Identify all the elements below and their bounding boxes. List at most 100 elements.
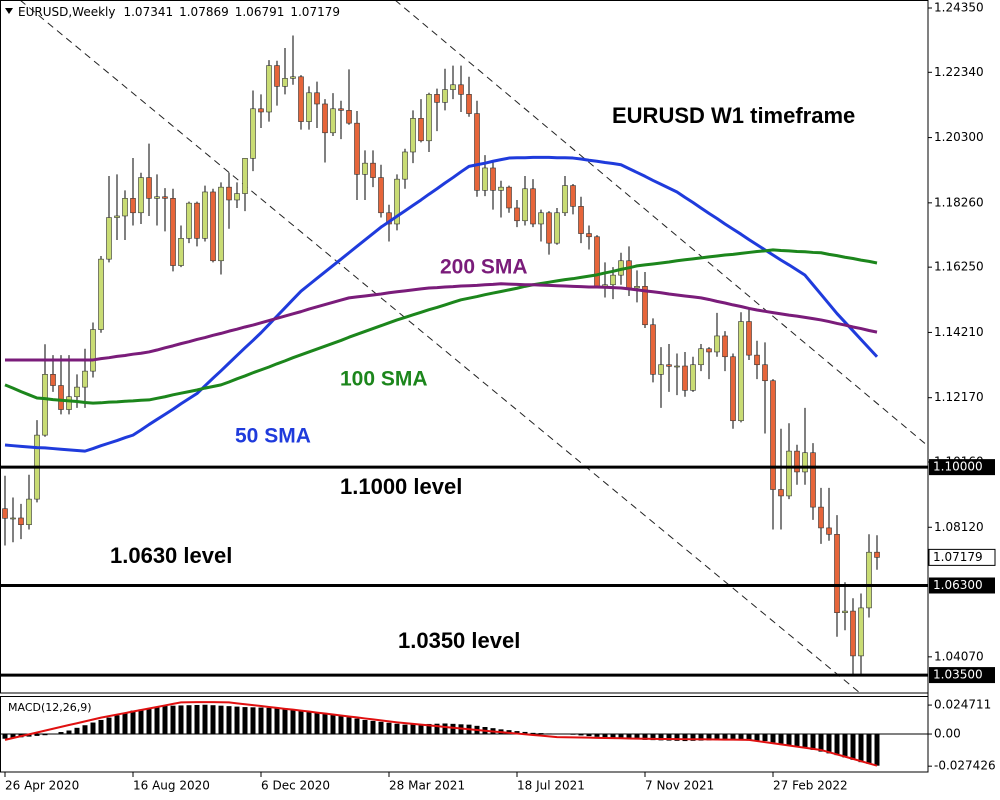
candle-body <box>802 452 808 473</box>
macd-bar <box>594 734 600 737</box>
y-tick-label: 1.24350 <box>934 0 984 14</box>
macd-bar <box>202 704 208 735</box>
candle-body <box>354 122 360 175</box>
candle-body <box>394 178 400 225</box>
macd-bar <box>50 733 56 735</box>
candle-body <box>146 177 152 199</box>
macd-bar <box>154 707 160 735</box>
candle-body <box>362 162 368 175</box>
macd-bar <box>586 734 592 737</box>
candle-body <box>842 610 848 613</box>
macd-bar <box>450 723 456 735</box>
macd-tick-label: 0.00 <box>934 727 961 741</box>
x-tick-label: 28 Mar 2021 <box>389 779 465 793</box>
macd-plot <box>0 701 928 767</box>
candle-body <box>98 258 104 330</box>
candle-body <box>346 110 352 124</box>
header: EURUSD,Weekly 1.07341 1.07869 1.06791 1.0717… <box>18 5 340 19</box>
candle-body <box>434 94 440 103</box>
candle-body <box>210 191 216 262</box>
macd-bar <box>42 734 48 736</box>
candle-body <box>322 103 328 134</box>
candle-body <box>482 167 488 191</box>
macd-bar <box>394 723 400 735</box>
candle-body <box>138 177 144 214</box>
macd-bar <box>362 719 368 735</box>
price-plot <box>0 35 928 677</box>
macd-bar <box>770 734 776 743</box>
candle-body <box>490 167 496 191</box>
macd-bar <box>714 734 720 741</box>
candle-body <box>90 329 96 372</box>
macd-bar <box>370 720 376 735</box>
candle-body <box>818 506 824 529</box>
y-tick-label: 1.08120 <box>934 520 984 534</box>
macd-bar <box>186 705 192 735</box>
macd-bar <box>298 710 304 735</box>
candle-body <box>578 206 584 234</box>
candle-body <box>234 193 240 201</box>
candle-body <box>474 113 480 191</box>
low: 1.06791 <box>235 5 285 19</box>
menu-arrow[interactable] <box>5 8 13 14</box>
candle-body <box>706 348 712 353</box>
candle-body <box>298 76 304 122</box>
macd-bar <box>34 734 40 736</box>
macd-bar <box>834 734 840 756</box>
y-tick-label: 1.20300 <box>934 130 984 144</box>
candle-body <box>786 450 792 497</box>
macd-bar <box>570 734 576 735</box>
level-marker <box>929 667 995 684</box>
macd-bar <box>754 734 760 741</box>
macd-bar <box>226 706 232 735</box>
macd-bar <box>306 711 312 735</box>
macd-bar <box>850 734 856 760</box>
macd-bar <box>762 734 768 742</box>
candle-body <box>754 354 760 366</box>
macd-bar <box>98 719 104 735</box>
macd-bar <box>170 705 176 735</box>
candle-body <box>826 527 832 535</box>
channel-upper <box>394 0 928 447</box>
macd-bar <box>282 708 288 735</box>
macd-frame <box>0 696 929 773</box>
macd-bar <box>666 734 672 741</box>
candle-body <box>154 196 160 199</box>
macd-bar <box>378 721 384 735</box>
macd-bar <box>786 734 792 746</box>
macd-bar <box>250 707 256 735</box>
candle-body <box>170 198 176 266</box>
price-frame <box>0 0 929 694</box>
sma-label: 100 SMA <box>340 368 428 391</box>
candle-body <box>770 380 776 490</box>
candle-body <box>634 286 640 289</box>
level-marker-label: 1.03500 <box>933 668 983 682</box>
sma-line <box>5 282 878 362</box>
macd-bar <box>338 715 344 735</box>
macd-bar <box>234 706 240 735</box>
candle-body <box>370 162 376 178</box>
candle-body <box>738 321 744 422</box>
level-marker-label: 1.10000 <box>933 460 983 474</box>
last-price-label: 1.07179 <box>933 550 983 564</box>
candle-body <box>26 498 32 526</box>
candle-body <box>242 158 248 194</box>
macd-bar <box>442 723 448 735</box>
candle-body <box>570 185 576 207</box>
macd-bar <box>722 734 728 740</box>
macd-bar <box>794 734 800 747</box>
channel-lower <box>19 0 861 693</box>
candle-body <box>498 186 504 191</box>
trend-channel <box>19 0 928 693</box>
macd-bar <box>642 734 648 740</box>
macd-bar <box>330 714 336 735</box>
y-tick-label: 1.12170 <box>934 390 984 404</box>
macd-bar <box>698 734 704 741</box>
candle-body <box>250 108 256 159</box>
candle-body <box>450 84 456 90</box>
macd-bar <box>402 724 408 735</box>
candle-body <box>586 233 592 238</box>
macd-bar <box>258 707 264 735</box>
macd-bar <box>858 734 864 763</box>
macd-bar <box>162 705 168 735</box>
